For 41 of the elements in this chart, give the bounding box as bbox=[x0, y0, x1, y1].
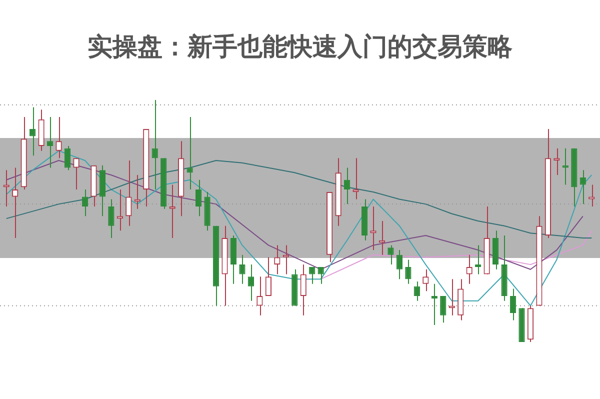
candlestick bbox=[352, 158, 359, 200]
candlestick bbox=[370, 206, 376, 251]
candlestick bbox=[344, 167, 350, 205]
candlestick bbox=[396, 250, 403, 280]
candlestick bbox=[12, 167, 18, 238]
candlestick bbox=[274, 244, 280, 275]
candlestick bbox=[466, 254, 472, 284]
candlestick bbox=[248, 264, 254, 302]
candlestick bbox=[510, 288, 516, 321]
candlestick bbox=[152, 100, 158, 190]
chart-title: 实操盘：新手也能快速入门的交易策略 bbox=[88, 31, 512, 63]
candlestick bbox=[580, 170, 586, 205]
candlestick bbox=[116, 189, 123, 232]
candlestick bbox=[239, 254, 246, 284]
candlestick bbox=[431, 283, 438, 326]
candlestick bbox=[169, 184, 176, 238]
candlestick bbox=[282, 244, 289, 275]
candlestick bbox=[300, 264, 306, 316]
candlestick bbox=[475, 244, 482, 275]
candlestick bbox=[309, 266, 316, 284]
candlestick bbox=[3, 170, 10, 207]
candlestick bbox=[448, 278, 455, 316]
candlestick bbox=[134, 174, 140, 210]
candlestick bbox=[318, 266, 324, 284]
candlestick bbox=[562, 148, 568, 186]
candlestick bbox=[440, 296, 446, 324]
candlestick bbox=[126, 160, 132, 226]
candlestick bbox=[64, 145, 71, 171]
candlestick bbox=[405, 259, 412, 284]
candlestick bbox=[378, 220, 386, 256]
candlestick bbox=[108, 198, 114, 238]
candlestick bbox=[256, 276, 263, 316]
candlestick bbox=[265, 256, 272, 297]
candlestick bbox=[422, 268, 429, 292]
candlestick bbox=[388, 244, 394, 266]
candlestick bbox=[30, 106, 36, 156]
candlestick bbox=[56, 116, 62, 159]
candlestick bbox=[554, 148, 560, 176]
candlestick bbox=[46, 116, 54, 168]
candlestick bbox=[195, 179, 202, 217]
candlestick bbox=[73, 158, 80, 190]
